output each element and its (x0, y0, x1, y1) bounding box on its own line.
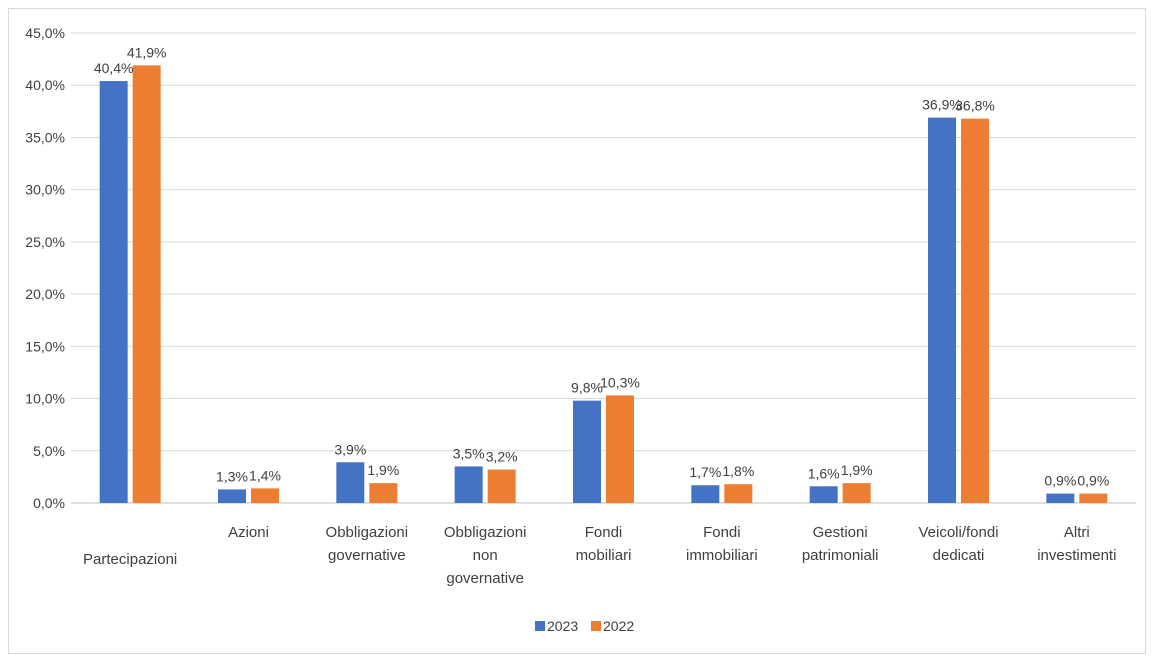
bars (99, 65, 1108, 504)
legend-swatch-2022 (591, 621, 601, 631)
category-label: investimenti (1037, 547, 1116, 564)
y-tick-label: 40,0% (25, 77, 65, 93)
bar-2022 (724, 484, 753, 503)
data-label-2023: 9,8% (571, 380, 603, 396)
bar-2022 (487, 469, 516, 503)
chart-frame: 0,0% 5,0% 10,0% 15,0% 20,0% 25,0% 30,0% 35,0% 40… (8, 8, 1146, 654)
y-tick-label: 0,0% (33, 495, 65, 511)
data-label-2023: 40,4% (94, 60, 134, 76)
bar-2023 (1046, 493, 1075, 503)
legend-label-2023: 2023 (547, 618, 578, 634)
category-label: Fondi (703, 524, 741, 541)
category-label: non (473, 547, 498, 564)
bar-2022 (369, 483, 398, 503)
category-label: patrimoniali (802, 547, 879, 564)
y-tick-label: 10,0% (25, 391, 65, 407)
data-label-2022: 1,9% (367, 462, 399, 478)
y-tick-label: 30,0% (25, 182, 65, 198)
data-label-2022: 36,8% (955, 98, 995, 114)
bar-2023 (691, 485, 720, 503)
data-label-2022: 1,4% (249, 467, 281, 483)
category-label: immobiliari (686, 547, 758, 564)
y-tick-label: 35,0% (25, 129, 65, 145)
category-label: Altri (1064, 524, 1090, 541)
legend-swatch-2023 (535, 621, 545, 631)
bar-2023 (99, 81, 128, 504)
bar-2023 (573, 400, 601, 503)
bar-2022 (1079, 493, 1108, 503)
data-label-2022: 1,8% (722, 463, 754, 479)
data-label-2023: 36,9% (922, 97, 962, 113)
y-tick-label: 25,0% (25, 234, 65, 250)
legend-label-2022: 2022 (603, 618, 634, 634)
category-label: Obbligazioni (444, 524, 527, 541)
bar-2022 (606, 395, 634, 503)
category-label: governative (328, 547, 406, 564)
category-label: dedicati (933, 547, 985, 564)
data-label-2023: 1,7% (689, 464, 721, 480)
bar-2023 (218, 489, 246, 503)
data-label-2022: 41,9% (127, 44, 167, 60)
category-label: Partecipazioni (83, 551, 177, 568)
data-label-2023: 1,3% (216, 468, 248, 484)
bar-2023 (454, 466, 483, 503)
bar-2022 (132, 65, 161, 503)
bar-2022 (251, 488, 279, 503)
category-label: Veicoli/fondi (918, 524, 998, 541)
data-label-2022: 3,2% (486, 449, 518, 465)
data-label-2022: 0,9% (1077, 473, 1109, 489)
data-label-2023: 3,5% (453, 445, 485, 461)
bar-2023 (809, 486, 838, 503)
bar-2023 (928, 117, 956, 503)
gridlines (71, 32, 1136, 504)
data-label-2023: 3,9% (334, 441, 366, 457)
y-tick-label: 5,0% (33, 443, 65, 459)
category-label: mobiliari (576, 547, 632, 564)
category-label: Azioni (228, 524, 269, 541)
category-label: Gestioni (813, 524, 868, 541)
category-label: Obbligazioni (326, 524, 409, 541)
category-label: Fondi (585, 524, 623, 541)
data-label-2023: 0,9% (1044, 473, 1076, 489)
data-label-2022: 1,9% (841, 462, 873, 478)
category-labels: Partecipazioni Azioni Obbligazioni governat… (83, 524, 1116, 587)
y-tick-label: 20,0% (25, 286, 65, 302)
data-label-2022: 10,3% (600, 374, 640, 390)
category-label: governative (446, 570, 524, 587)
y-tick-label: 45,0% (25, 25, 65, 41)
bar-2022 (961, 118, 989, 504)
legend: 2023 2022 (535, 618, 634, 634)
bar-2022 (842, 483, 871, 503)
bar-chart: 0,0% 5,0% 10,0% 15,0% 20,0% 25,0% 30,0% 35,0% 40… (25, 25, 1136, 634)
data-label-2023: 1,6% (808, 465, 840, 481)
y-axis-ticks: 0,0% 5,0% 10,0% 15,0% 20,0% 25,0% 30,0% 35,0% 40… (25, 25, 65, 511)
bar-2023 (336, 462, 365, 503)
y-tick-label: 15,0% (25, 338, 65, 354)
data-labels: 40,4%41,9%1,3% 1,4%3,9%1,9%3,5% 3,2%9,8%10… (94, 44, 1109, 488)
